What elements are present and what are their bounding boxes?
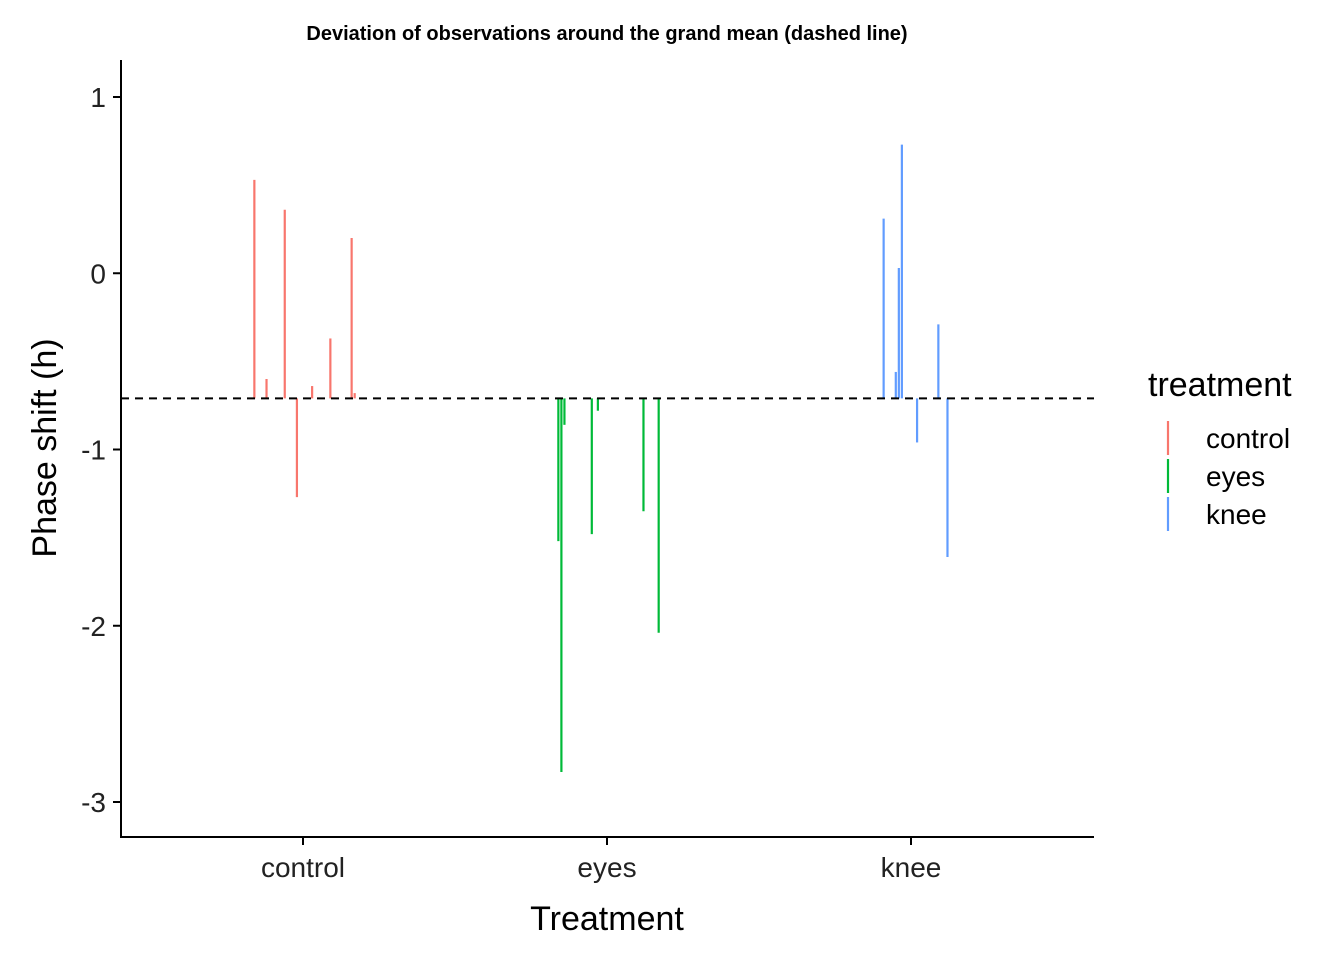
legend-label-knee: knee <box>1206 499 1267 530</box>
x-tick-label-control: control <box>261 852 345 883</box>
chart-title: Deviation of observations around the gra… <box>306 23 907 45</box>
y-tick-label: 1 <box>90 82 106 113</box>
legend: treatment control eyes knee <box>1148 366 1292 531</box>
x-axis-ticks: control eyes knee <box>261 837 941 883</box>
y-tick-label: 0 <box>90 258 106 289</box>
y-tick-label: -1 <box>81 435 106 466</box>
legend-title: treatment <box>1148 366 1292 404</box>
legend-label-eyes: eyes <box>1206 461 1265 492</box>
plot-area <box>121 144 1094 773</box>
y-axis-ticks: 1 0 -1 -2 -3 <box>81 82 121 818</box>
y-tick-label: -3 <box>81 787 106 818</box>
legend-label-control: control <box>1206 423 1290 454</box>
y-tick-label: -2 <box>81 611 106 642</box>
x-tick-label-knee: knee <box>881 852 942 883</box>
x-axis-label: Treatment <box>530 900 684 938</box>
y-axis-label: Phase shift (h) <box>26 338 64 557</box>
x-tick-label-eyes: eyes <box>577 852 636 883</box>
